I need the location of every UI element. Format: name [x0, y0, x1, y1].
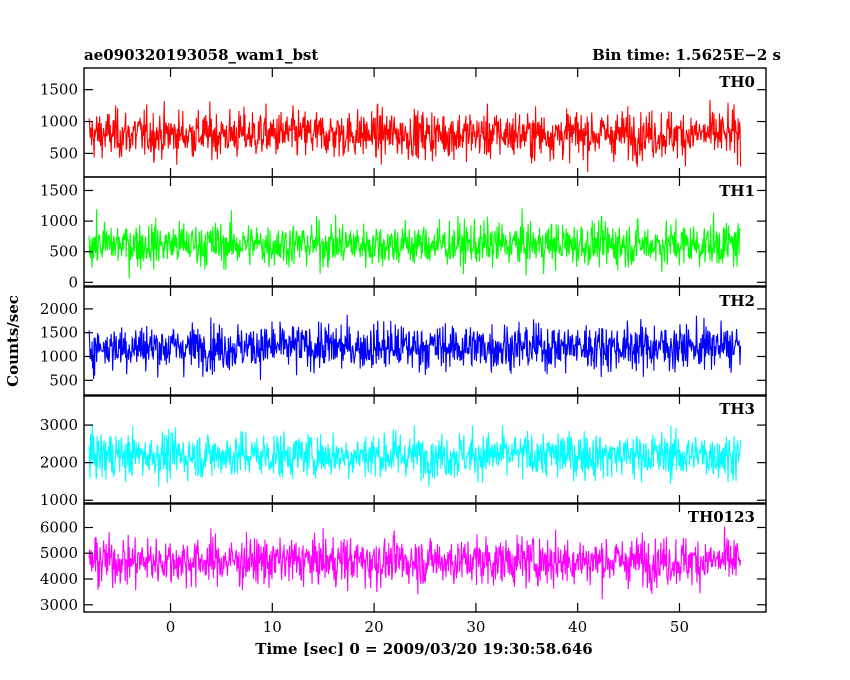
x-tick-label: 40 [568, 618, 587, 636]
series-th1-line [88, 208, 742, 279]
y-tick-label: 4000 [40, 570, 78, 588]
series-name-th1: TH1 [719, 182, 755, 200]
y-tick-label: 0 [68, 273, 78, 291]
y-axis-label: Counts/sec [4, 295, 22, 387]
y-tick-label: 2000 [40, 454, 78, 472]
chart-title: ae090320193058_wam1_bst [84, 46, 318, 64]
x-axis: 0 10 20 30 40 50 [166, 618, 689, 636]
y-tick-label: 6000 [40, 518, 78, 536]
y-tick-label: 3000 [40, 596, 78, 614]
series-name-th2: TH2 [719, 292, 755, 310]
panel-frame [83, 286, 767, 397]
series-th2-line [88, 314, 742, 381]
panel-frame [83, 176, 767, 287]
series-th3-line [88, 424, 742, 487]
y-tick-label: 500 [49, 371, 78, 389]
x-tick-label: 50 [670, 618, 689, 636]
y-tick-label: 2000 [40, 300, 78, 318]
series-th0123-line [88, 526, 742, 600]
y-tick-label: 3000 [40, 416, 78, 434]
series-name-th3: TH3 [719, 400, 755, 418]
panel-th3: 1000 2000 3000 TH3 [40, 394, 767, 509]
panel-th2: 500 1000 1500 2000 TH2 [40, 286, 767, 397]
x-tick-label: 0 [166, 618, 176, 636]
bin-time-label: Bin time: 1.5625E−2 s [592, 46, 781, 64]
series-name-th0: TH0 [719, 73, 755, 91]
panel-th0: 500 1000 1500 TH0 [40, 67, 767, 178]
x-tick-label: 30 [466, 618, 485, 636]
y-tick-label: 1000 [40, 113, 78, 131]
panel-th0123: 3000 4000 5000 6000 TH0123 [40, 502, 767, 614]
panels: 500 1000 1500 TH0 0 500 1000 1500 TH1 500 1000 1500… [40, 67, 767, 614]
y-tick-label: 500 [49, 144, 78, 162]
panel-th1: 0 500 1000 1500 TH1 [40, 176, 767, 291]
y-tick-label: 1500 [40, 324, 78, 342]
x-axis-label: Time [sec] 0 = 2009/03/20 19:30:58.646 [255, 640, 592, 658]
y-tick-label: 5000 [40, 544, 78, 562]
y-tick-label: 1000 [40, 212, 78, 230]
panel-frame [83, 67, 767, 178]
x-tick-label: 20 [365, 618, 384, 636]
y-tick-label: 1500 [40, 81, 78, 99]
x-tick-label: 10 [263, 618, 282, 636]
y-tick-label: 1500 [40, 181, 78, 199]
series-name-th0123: TH0123 [688, 508, 755, 526]
y-tick-label: 500 [49, 243, 78, 261]
panel-frame [83, 502, 767, 613]
y-tick-label: 1000 [40, 347, 78, 365]
y-tick-label: 1000 [40, 491, 78, 509]
panel-frame [83, 394, 767, 505]
series-th0-line [88, 100, 742, 173]
